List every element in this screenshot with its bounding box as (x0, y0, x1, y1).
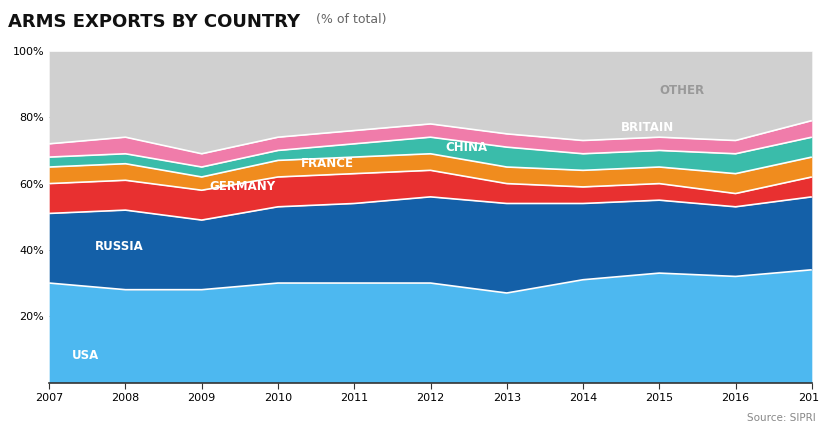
Text: RUSSIA: RUSSIA (95, 240, 143, 253)
Text: FRANCE: FRANCE (301, 157, 354, 170)
Text: ARMS EXPORTS BY COUNTRY: ARMS EXPORTS BY COUNTRY (8, 13, 300, 31)
Text: (% of total): (% of total) (315, 13, 386, 26)
Text: GERMANY: GERMANY (209, 181, 275, 193)
Text: OTHER: OTHER (658, 84, 704, 97)
Text: USA: USA (72, 349, 99, 363)
Text: BRITAIN: BRITAIN (620, 121, 673, 134)
Text: Source: SIPRI: Source: SIPRI (746, 413, 815, 423)
Text: CHINA: CHINA (446, 141, 487, 153)
